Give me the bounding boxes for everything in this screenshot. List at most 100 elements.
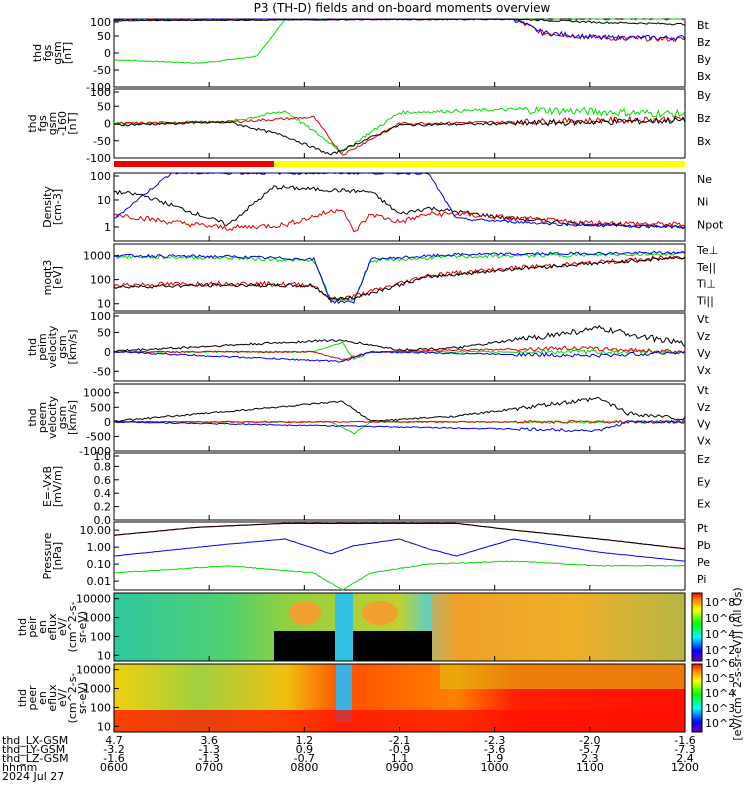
panel-9-ylabel-1: peer	[26, 685, 39, 711]
electron-spectrogram-gap	[336, 664, 352, 722]
panel-6-ytick-label-0: 1.0	[94, 450, 112, 463]
series-vy-p4	[113, 341, 686, 360]
panel-9-ytick-label-2: 100	[90, 701, 111, 714]
series-vt-p5	[113, 396, 686, 422]
ion-spectrogram-gap	[335, 593, 353, 661]
plot-title: P3 (TH-D) fields and on-board moments ov…	[254, 1, 551, 15]
series-ne	[113, 208, 686, 233]
mode-bar-red	[114, 161, 274, 167]
footer-col-6-row-3: 1200	[671, 761, 699, 774]
panel-2-ylabel-0: Density	[41, 186, 54, 228]
panel-8-ytick-label-3: 10	[97, 649, 111, 662]
panel-7-ylabel-0: Pressure	[41, 532, 54, 579]
ion-spectrogram-blob-1	[289, 601, 321, 625]
panel-1-ytick-label-0: 100	[90, 86, 111, 99]
panel-1-legend-1: Bz	[697, 112, 711, 125]
panel-1-ytick-label-3: -50	[93, 135, 111, 148]
panel-6-ytick-label-2: 0.6	[94, 474, 112, 487]
panel-1-ylabel-2: gsm	[46, 112, 59, 135]
panel-8-ytick-label-2: 100	[90, 630, 111, 643]
footer-col-0-row-0: 4.7	[105, 734, 123, 747]
panel-5-ylabel-4: [km/s]	[66, 400, 79, 435]
panel-3-ytick-label-0: 1000	[83, 250, 111, 263]
panel-2-ylabel-1: [cm-3]	[51, 189, 64, 225]
panel-7-ytick-label-1: 1.00	[87, 541, 112, 554]
panel-9-ylabel-4: eV/	[56, 689, 69, 707]
panel-3-ylabel-1: [eV]	[51, 266, 64, 289]
panel-4-legend-2: Vy	[697, 347, 711, 360]
panel-2-ytick-label-0: 100	[90, 170, 111, 183]
colorbar-bottom-tick-3: 10^3	[705, 702, 735, 715]
panel-1-ylabel-0: thd	[26, 114, 39, 132]
panel-4-ylabel-2: velocity	[46, 325, 59, 368]
footer-col-1-row-2: -1.3	[198, 752, 219, 765]
panel-6-legend-1: Ey	[697, 475, 711, 488]
panel-4-ylabel-1: peim	[36, 333, 49, 361]
series-bx-p1	[113, 116, 686, 156]
panel-3-legend-1: Te||	[696, 261, 716, 274]
colorbar-bottom-tick-1: 10^5	[705, 672, 735, 685]
footer-col-4-row-2: 1.9	[486, 752, 504, 765]
ion-spectrogram-late	[432, 593, 685, 661]
footer-col-1-row-0: 3.6	[200, 734, 218, 747]
panel-1-ytick-label-2: 0	[104, 118, 111, 131]
panel-7-ytick-label-3: 0.01	[87, 575, 112, 588]
colorbar-bottom-tick-4: 10^2	[705, 717, 735, 730]
footer-row-label-3: hhmm	[2, 761, 37, 774]
panel-0-ylabel-0: thd	[31, 44, 44, 62]
panel-7-legend-3: Pi	[697, 573, 706, 586]
panel-6-ytick-label-5: 0.0	[94, 514, 112, 527]
panel-3-ylabel-0: moqt3	[41, 260, 54, 296]
panel-9-ytick-label-0: 10000	[76, 664, 111, 677]
mode-bar-yellow	[274, 161, 685, 167]
electron-spectrogram-top	[440, 664, 685, 689]
panel-5-legend-3: Vx	[697, 434, 712, 447]
footer-col-3-row-1: -0.9	[389, 743, 410, 756]
panel-9-ylabel-2: en	[36, 691, 49, 705]
footer-col-5-row-2: 2.3	[581, 752, 599, 765]
series-pi	[114, 538, 686, 562]
panel-3-ytick-label-1: 100	[90, 274, 111, 287]
panel-3-legend-2: Ti⊥	[696, 278, 716, 291]
panel-9-ytick-label-1: 1000	[83, 683, 111, 696]
panel-0-legend-1: Bz	[697, 36, 711, 49]
panel-2-legend-0: Ne	[697, 173, 712, 186]
series-pe	[113, 560, 686, 591]
panel-2-legend-1: Ni	[697, 196, 708, 209]
panel-6-ylabel-0: E=-VxB	[41, 466, 54, 507]
panel-9-ylabel-5: (cm^2-s-	[66, 673, 79, 724]
panel-8-ytick-label-1: 1000	[83, 612, 111, 625]
panel-0-ylabel-3: [nT]	[61, 42, 74, 64]
footer-col-6-row-1: -7.3	[674, 743, 695, 756]
panel-5-ylabel-1: peem	[36, 402, 49, 433]
footer-row-label-4: 2024 Jul 27	[2, 770, 64, 783]
panel-1-ytick-label-4: -100	[86, 152, 111, 165]
panel-0-legend-3: Bx	[697, 70, 712, 83]
panel-4-ylabel-4: [km/s]	[66, 329, 79, 364]
panel-1-ylabel-3: -160	[56, 111, 69, 136]
electron-spectrogram-low	[114, 710, 685, 732]
panel-2-ytick-label-2: 1	[104, 221, 111, 234]
panel-2-bg	[114, 173, 685, 241]
colorbar-top-tick-3: 10^2	[705, 644, 735, 657]
series-vx-p5	[113, 419, 686, 433]
panel-8-ylabel-2: en	[36, 620, 49, 634]
panel-5-legend-2: Vy	[697, 418, 711, 431]
colorbar-bottom-tick-0: 10^6	[705, 657, 735, 670]
footer-col-6-row-2: 2.4	[676, 752, 694, 765]
series-vz-p5	[113, 419, 686, 424]
colorbar-ticks: 10^810^610^410^210^610^510^410^310^2	[705, 596, 735, 730]
panel-2-legend-2: Npot	[697, 218, 724, 231]
footer-col-1-row-3: 0700	[195, 761, 223, 774]
panel-4-ytick-label-2: 0	[104, 346, 111, 359]
panel-7-legend-1: Pb	[697, 539, 711, 552]
panels-group: 100500-50-100thdfgsgsm[nT]BtBzByBx100500…	[16, 16, 724, 733]
series-npot	[113, 172, 686, 229]
panel-5-ylabel-2: velocity	[46, 396, 59, 439]
series-vz-p4	[113, 345, 686, 361]
colorbar-top-tick-0: 10^8	[705, 596, 735, 609]
footer-col-4-row-0: -2.3	[484, 734, 505, 747]
